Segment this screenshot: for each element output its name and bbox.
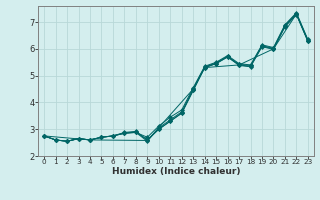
X-axis label: Humidex (Indice chaleur): Humidex (Indice chaleur) <box>112 167 240 176</box>
